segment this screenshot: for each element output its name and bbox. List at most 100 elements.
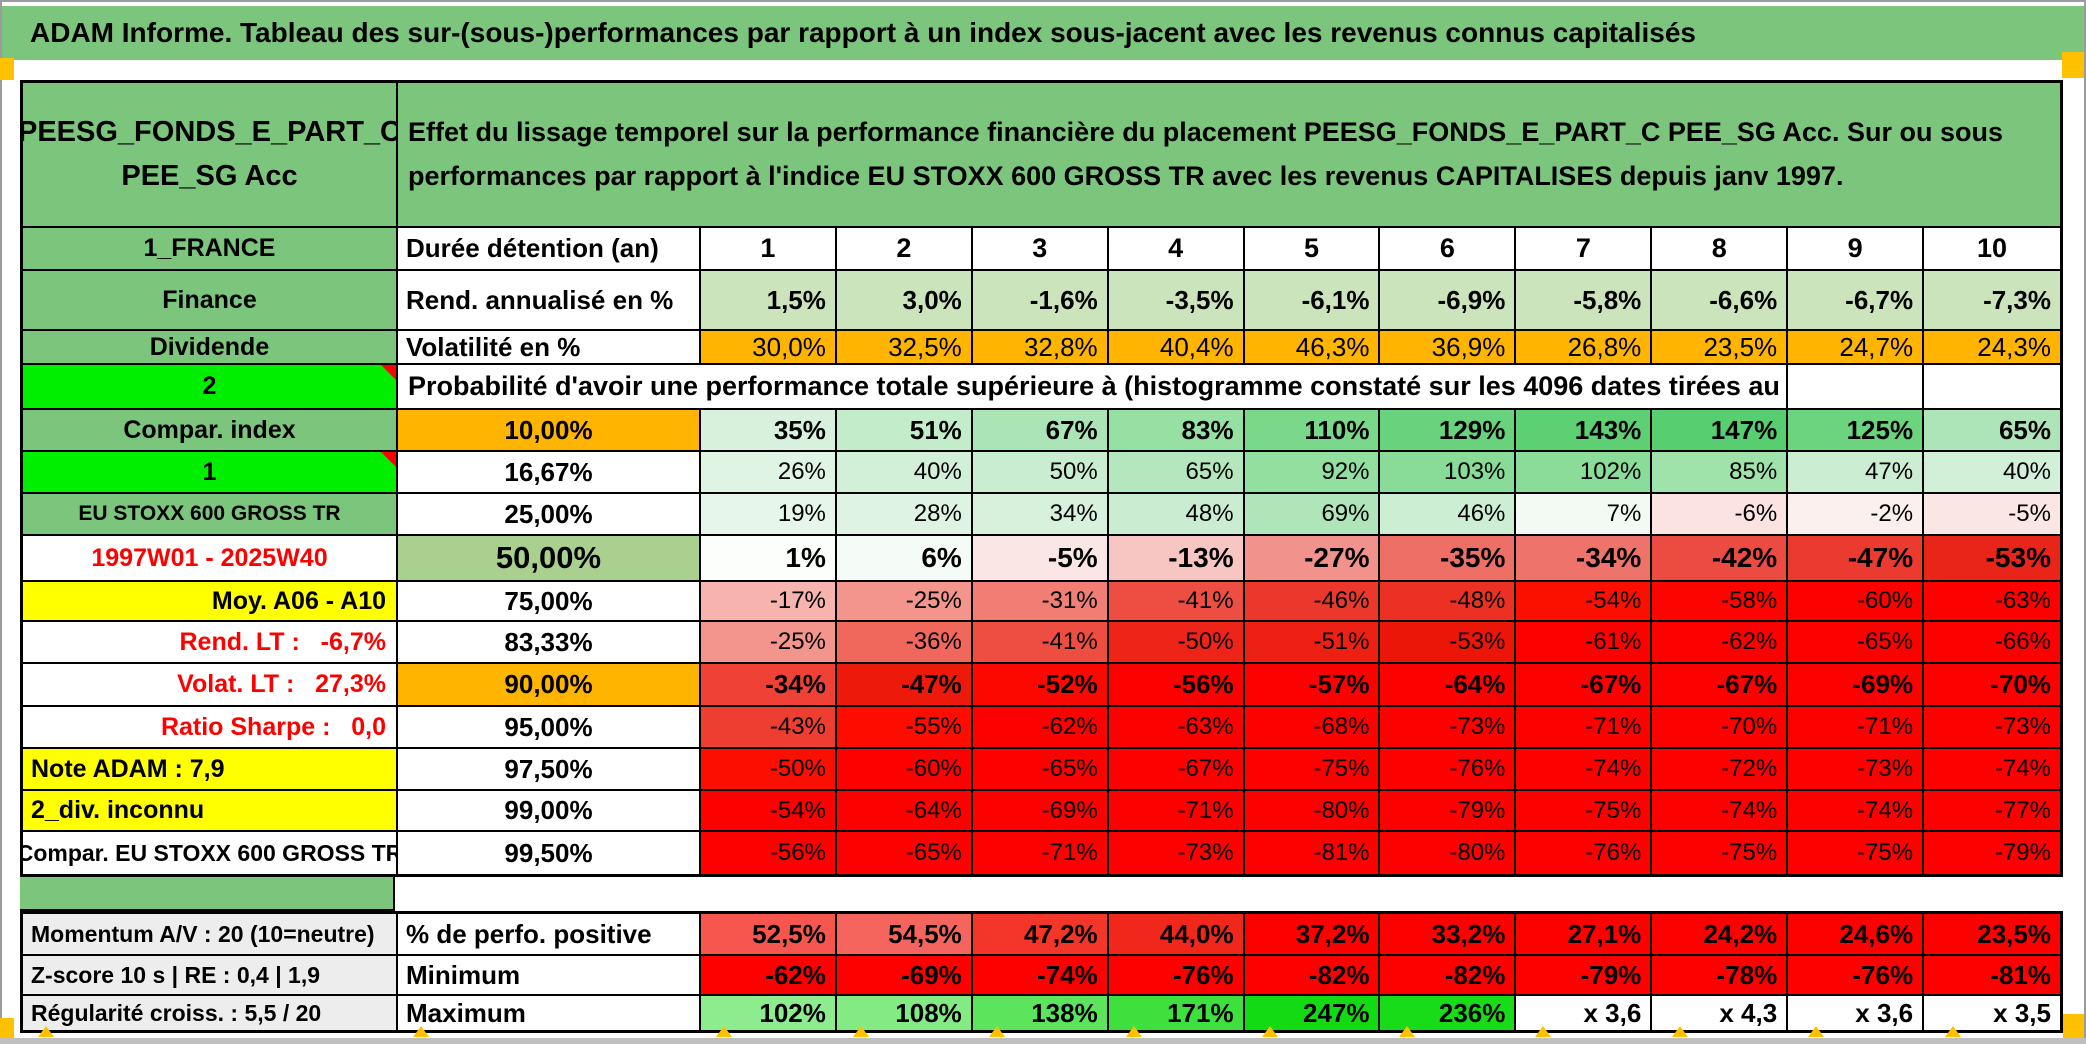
value-cell: -6,6% (1652, 271, 1789, 331)
probability-note-cell: Probabilité d'avoir une performance tota… (398, 365, 1789, 410)
value-cell: 52,5% (701, 914, 837, 956)
value-cell: 44,0% (1108, 914, 1245, 956)
value-cell: 40% (1924, 452, 2060, 494)
value-cell: -73% (1788, 749, 1925, 791)
value-cell: -74% (972, 956, 1109, 996)
value-cell: -73% (1108, 832, 1245, 874)
value-cell: -65% (836, 832, 973, 874)
value-cell: -64% (1380, 664, 1517, 707)
corner-marker-bottom-right (2063, 1014, 2084, 1040)
value-cell: -82% (1244, 956, 1381, 996)
value-cell: -82% (1380, 956, 1517, 996)
value-cell: 27,1% (1516, 914, 1653, 956)
row-label-cell: Volat. LT : 27,3% (23, 664, 398, 707)
value-cell: -52% (972, 664, 1109, 707)
value-cell: -67% (1516, 664, 1653, 707)
table-row-years: 1_FRANCE Durée détention (an) 1 2 3 4 5 6 7 8 9 10 (23, 228, 2060, 271)
value-cell: 54,5% (836, 914, 973, 956)
value-cell: -6,9% (1380, 271, 1517, 331)
value-cell: 1 (701, 228, 837, 271)
value-cell: -78% (1652, 956, 1789, 996)
value-cell: -70% (1652, 707, 1789, 749)
value-cell: 28% (836, 494, 973, 536)
value-cell: -34% (701, 664, 837, 707)
table-row-rend-annualise: Finance Rend. annualisé en % 1,5% 3,0% -1,6%… (23, 271, 2060, 331)
value-cell: -73% (1924, 707, 2060, 749)
value-cell: 24,6% (1788, 914, 1925, 956)
threshold-cell: 25,00% (398, 494, 701, 536)
row-label-cell: Compar. EU STOXX 600 GROSS TR (23, 832, 398, 874)
value-cell: -75% (1516, 791, 1653, 832)
fund-name-line1: PEESG_FONDS_E_PART_C (23, 116, 398, 148)
value-cell: 23,5% (1924, 914, 2060, 956)
column-marker-icon (1262, 1026, 1278, 1037)
value-cell: -46% (1244, 582, 1381, 622)
comment-marker-icon (381, 365, 396, 380)
value-cell: -6,7% (1788, 271, 1925, 331)
value-cell: 65% (1924, 410, 2060, 452)
threshold-cell: Minimum (398, 956, 701, 996)
value-cell: -70% (1924, 664, 2060, 707)
value-cell: -63% (1924, 582, 2060, 622)
value-cell: -60% (836, 749, 973, 791)
value-cell: x 3,6 (1788, 996, 1925, 1030)
value-cell: 4 (1108, 228, 1245, 271)
fund-name-line2: PEE_SG Acc (121, 159, 298, 192)
value-cell: 3,0% (836, 271, 973, 331)
performance-table: PEESG_FONDS_E_PART_C PEE_SG Acc Effet du… (20, 80, 2063, 1033)
value-cell: 67% (972, 410, 1109, 452)
column-marker-icon (1808, 1026, 1824, 1037)
row-label-cell: Régularité croiss. : 5,5 / 20 (23, 996, 398, 1030)
value-cell: -80% (1380, 832, 1517, 874)
value-cell: -69% (972, 791, 1109, 832)
value-cell: -3,5% (1108, 271, 1245, 331)
column-marker-icon (1944, 1026, 1961, 1037)
table-row-p50: 1997W01 - 2025W40 50,00% 1% 6% -5% -13% -27% -3… (23, 536, 2060, 582)
row-label-cell: 1 (23, 452, 398, 494)
value-cell: -47% (1788, 536, 1925, 582)
value-cell: 50% (972, 452, 1109, 494)
value-cell: -56% (1108, 664, 1245, 707)
table-row-spacer (20, 877, 2063, 911)
value-cell: 37,2% (1244, 914, 1381, 956)
value-cell: 32,8% (972, 331, 1109, 365)
value-cell: -64% (836, 791, 973, 832)
threshold-cell: 50,00% (398, 536, 701, 582)
value-cell: 7 (1516, 228, 1653, 271)
value-cell: 103% (1380, 452, 1517, 494)
value-cell: 102% (1516, 452, 1653, 494)
value-cell: -5% (972, 536, 1109, 582)
value-cell: 125% (1788, 410, 1925, 452)
value-cell: -74% (1516, 749, 1653, 791)
threshold-cell: 83,33% (398, 622, 701, 664)
value-cell: 46% (1380, 494, 1517, 536)
table-row-p1667: 1 16,67% 26% 40% 50% 65% 92% 103% 102% 85% 47% 40% (23, 452, 2060, 494)
value-cell: -76% (1380, 749, 1517, 791)
value-cell: 102% (701, 996, 837, 1030)
value-cell: 247% (1244, 996, 1381, 1030)
value-cell: -13% (1108, 536, 1245, 582)
value-cell: -79% (1924, 832, 2060, 874)
row-label-cell: Moy. A06 - A10 (23, 582, 398, 622)
table-row-p99: 2_div. inconnu 99,00% -54% -64% -69% -71% -80%… (23, 791, 2060, 832)
value-cell: -74% (1652, 791, 1789, 832)
fund-name-cell: PEESG_FONDS_E_PART_C PEE_SG Acc (23, 83, 398, 228)
value-cell: 24,3% (1924, 331, 2060, 365)
column-marker-icon (1125, 1026, 1142, 1037)
table-row-p25: EU STOXX 600 GROSS TR 25,00% 19% 28% 34% 48% 6… (23, 494, 2060, 536)
value-cell: 30,0% (701, 331, 837, 365)
value-cell: -5,8% (1516, 271, 1653, 331)
value-cell: -50% (1108, 622, 1245, 664)
column-marker-icon (716, 1026, 732, 1037)
value-cell: 143% (1516, 410, 1653, 452)
value-cell: -6% (1652, 494, 1789, 536)
value-cell: x 4,3 (1652, 996, 1789, 1030)
value-cell: -42% (1652, 536, 1789, 582)
column-marker-icon (852, 1026, 869, 1037)
value-cell: 6 (1380, 228, 1517, 271)
value-cell: -50% (701, 749, 837, 791)
value-cell: -69% (836, 956, 973, 996)
spacer-fill (395, 877, 2063, 911)
value-cell: 236% (1380, 996, 1517, 1030)
